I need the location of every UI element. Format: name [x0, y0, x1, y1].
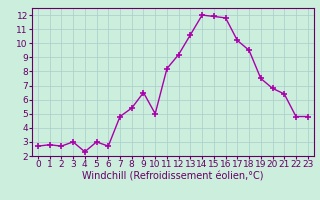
X-axis label: Windchill (Refroidissement éolien,°C): Windchill (Refroidissement éolien,°C) [82, 172, 264, 182]
